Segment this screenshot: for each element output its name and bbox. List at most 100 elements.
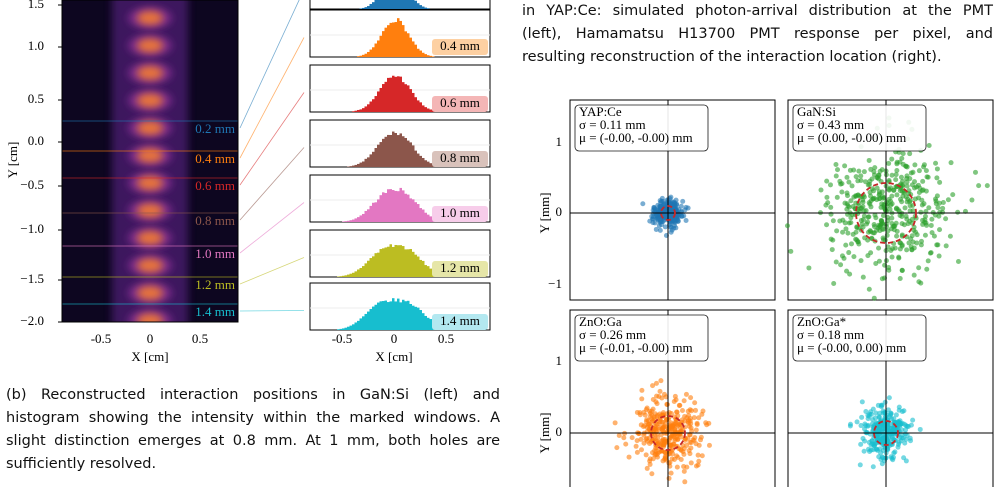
scatter-point: [869, 438, 875, 444]
hist-bar: [424, 265, 427, 277]
scatter-point: [888, 226, 894, 232]
scatter-point: [902, 440, 908, 446]
hist-bar: [419, 50, 422, 57]
hist-bar: [424, 107, 427, 112]
scatter-point: [879, 201, 885, 207]
scatter-point: [694, 420, 700, 426]
hist-bar: [414, 0, 417, 10]
scatter-point: [889, 193, 895, 199]
y-axis-label: Y [cm]: [5, 142, 20, 179]
scatter-point: [916, 168, 922, 174]
hist-bar: [364, 158, 367, 167]
scatter-point: [890, 431, 896, 437]
scatter-point: [824, 194, 830, 200]
scatter-point: [871, 295, 877, 301]
scatter-point: [830, 218, 836, 224]
scatter-point: [919, 202, 925, 208]
hist-bar: [407, 194, 410, 222]
scatter-point: [898, 196, 904, 202]
scatter-point: [857, 462, 863, 468]
hist-bar: [427, 214, 430, 222]
scatter-point: [788, 248, 794, 254]
scatter-point: [918, 280, 924, 286]
arrow: [239, 147, 305, 221]
info-text: σ = 0.18 mm: [797, 327, 864, 342]
scatter-point: [679, 407, 685, 413]
hist-bar: [347, 274, 350, 277]
scatter-point: [876, 454, 882, 460]
hist-bar: [412, 251, 415, 277]
hist-bar: [362, 7, 365, 9]
scatter-point: [865, 219, 871, 225]
scatter-point: [876, 415, 882, 421]
blob: [137, 11, 163, 25]
hist-bar: [369, 49, 372, 57]
scatter-point: [902, 421, 908, 427]
scatter-point: [647, 410, 653, 416]
scatter-point: [668, 435, 674, 441]
hist-bar: [357, 56, 360, 57]
scatter-point: [894, 228, 900, 234]
scatter-point: [830, 237, 836, 243]
scatter-point: [667, 442, 673, 448]
hist-bar: [427, 108, 430, 112]
scatter-point: [641, 440, 647, 446]
scatter-point: [904, 164, 910, 170]
scatter-point: [828, 211, 834, 217]
hist-bar: [349, 325, 352, 330]
scatter-point: [818, 187, 824, 193]
hist-bar: [409, 304, 412, 330]
hist-bar: [414, 202, 417, 222]
hist-bar: [384, 136, 387, 167]
hist-label-box: [432, 151, 488, 167]
scatter-point: [868, 204, 874, 210]
scatter-point: [699, 411, 705, 417]
hist-bar: [394, 22, 397, 57]
scatter-point: [623, 441, 629, 447]
hist-bar: [337, 329, 340, 330]
scatter-point: [920, 217, 926, 223]
scatter-point: [868, 447, 874, 453]
scatter-point: [848, 220, 854, 226]
hist-bar: [424, 212, 427, 222]
scatter-point: [653, 399, 659, 405]
hist-bar: [377, 40, 380, 57]
scatter-point: [654, 216, 660, 222]
scatter-point: [932, 212, 938, 218]
scatter-point: [673, 397, 679, 403]
scatter-point: [633, 443, 639, 449]
hist-bar: [419, 208, 422, 222]
scatter-point: [844, 190, 850, 196]
window-label: 1.0 mm: [195, 246, 235, 261]
hist-bar: [394, 301, 397, 330]
hist-bar: [389, 77, 392, 112]
scatter-point: [680, 198, 686, 204]
hist-bar: [409, 37, 412, 57]
scatter-point: [943, 243, 949, 249]
scatter-point: [689, 428, 695, 434]
scatter-point: [866, 286, 872, 292]
hist-bar: [427, 317, 430, 330]
scatter-point: [909, 246, 915, 252]
scatter-point: [863, 408, 869, 414]
hist-bar: [352, 219, 355, 222]
hist-bar: [427, 55, 430, 57]
hist-bar: [402, 246, 405, 277]
hist-bar: [369, 101, 372, 112]
scatter-point: [685, 205, 691, 211]
scatter-point: [879, 454, 885, 460]
scatter-point: [861, 169, 867, 175]
hist-bar: [422, 209, 425, 222]
scatter-point: [642, 423, 648, 429]
scatter-point: [866, 157, 872, 163]
blob: [137, 286, 163, 300]
y-axis-label: Y [mm]: [537, 412, 552, 453]
caption-line: (left), Hamamatsu H13700 PMT response pe…: [522, 26, 993, 42]
hist-bar: [389, 134, 392, 167]
scatter-point: [659, 222, 665, 228]
scatter-point: [886, 160, 892, 166]
scatter-point: [924, 222, 930, 228]
hist-bar: [424, 7, 427, 9]
scatter-point: [634, 449, 640, 455]
scatter-point: [657, 388, 663, 394]
